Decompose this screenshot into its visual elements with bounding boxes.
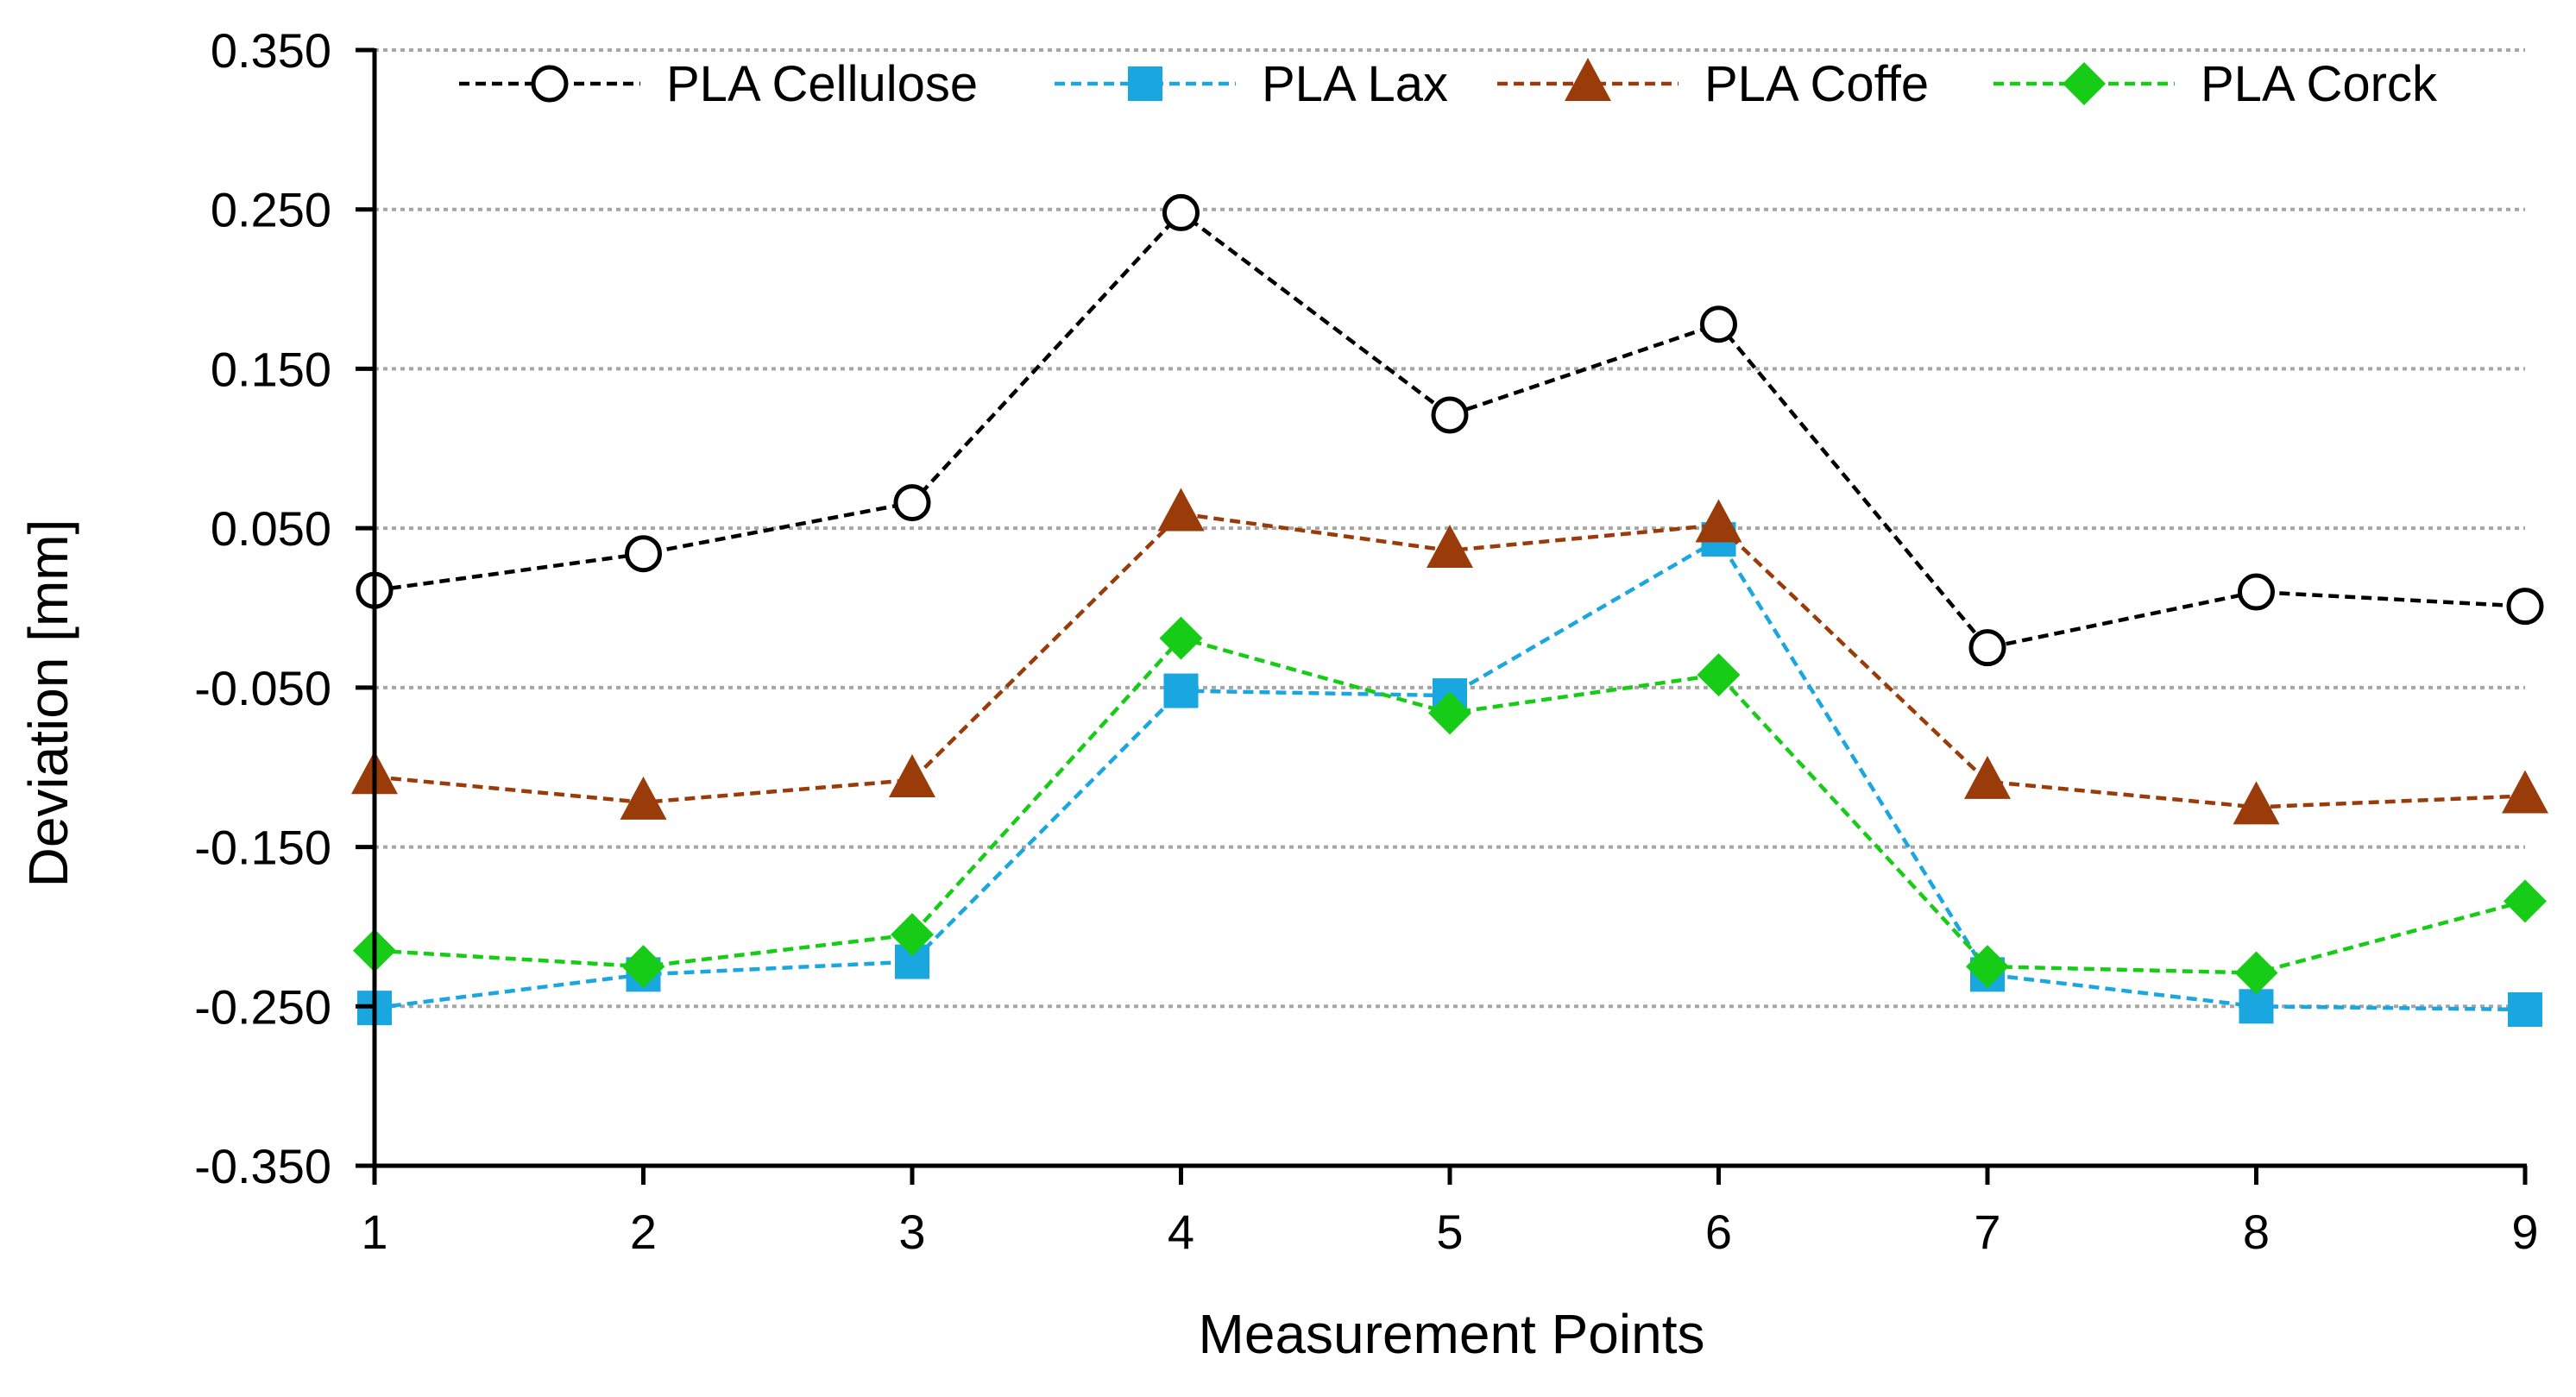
y-tick-label-7: 0.350	[211, 23, 331, 78]
y-tick-label-6: 0.250	[211, 183, 331, 237]
series-0-point-8	[2506, 588, 2544, 626]
series-3-point-5	[1697, 653, 1741, 697]
series-0-point-1	[625, 535, 662, 573]
x-tick-label-7: 8	[2243, 1205, 2270, 1259]
series-2	[351, 488, 2548, 825]
series-2-point-8	[2502, 770, 2548, 814]
series-layer	[351, 193, 2548, 1027]
series-line-0	[374, 210, 2526, 651]
legend-marker-0	[531, 65, 569, 103]
series-2-point-5	[1695, 499, 1742, 543]
x-tick-label-1: 2	[630, 1205, 657, 1259]
axes: -0.350 -0.250 -0.150 -0.050 0.050 0.150 0.250 0…	[194, 23, 2538, 1259]
series-1-point-3	[1163, 673, 1199, 708]
x-tick-label-3: 4	[1168, 1205, 1194, 1259]
legend-marker-3	[2063, 62, 2106, 105]
series-3	[353, 616, 2547, 995]
legend-entry-3: PLA Corck	[1993, 56, 2438, 112]
series-3-point-1	[621, 945, 665, 989]
series-0-point-4	[1431, 396, 1469, 434]
x-tick-label-0: 1	[361, 1205, 387, 1259]
series-0-point-6	[1968, 629, 2006, 667]
legend-entry-2: PLA Coffe	[1497, 56, 1929, 112]
series-3-point-2	[891, 913, 934, 957]
series-3-point-7	[2234, 951, 2278, 995]
y-tick-label-4: 0.050	[211, 501, 331, 556]
series-0-point-2	[893, 484, 931, 522]
x-tick-label-8: 9	[2511, 1205, 2538, 1259]
series-2-point-4	[1427, 525, 1473, 569]
series-2-point-7	[2233, 781, 2280, 825]
series-2-point-2	[889, 753, 935, 797]
series-0-point-5	[1700, 305, 1737, 343]
legend-marker-2	[1565, 58, 1611, 101]
series-1	[357, 522, 2542, 1027]
series-0-point-7	[2238, 573, 2275, 611]
series-3-point-4	[1428, 691, 1471, 735]
y-tick-label-3: -0.050	[194, 661, 331, 715]
series-2-point-3	[1157, 488, 1205, 532]
series-3-point-8	[2504, 879, 2547, 923]
series-1-point-8	[2508, 991, 2542, 1027]
series-3-point-6	[1966, 945, 2009, 989]
y-tick-label-5: 0.150	[211, 342, 331, 396]
legend-label-1: PLA Lax	[1262, 56, 1448, 112]
x-tick-label-4: 5	[1436, 1205, 1463, 1259]
legend-label-0: PLA Cellulose	[666, 56, 978, 112]
series-3-point-3	[1159, 616, 1203, 660]
series-0-point-3	[1162, 193, 1200, 231]
legend-entry-0: PLA Cellulose	[459, 56, 978, 112]
series-1-point-7	[2239, 989, 2274, 1024]
series-2-point-6	[1964, 755, 2011, 799]
series-2-point-1	[620, 776, 667, 820]
x-tick-label-6: 7	[1974, 1205, 2000, 1259]
legend-marker-1	[1128, 66, 1162, 101]
legend: PLA Cellulose PLA Lax PLA Coffe PLA Corck	[459, 56, 2438, 112]
y-tick-label-1: -0.250	[194, 979, 331, 1034]
x-tick-label-5: 6	[1705, 1205, 1732, 1259]
x-tick-label-2: 3	[898, 1205, 925, 1259]
x-axis-title: Measurement Points	[1199, 1303, 1705, 1365]
y-axis-title: Deviation [mm]	[17, 519, 79, 888]
legend-label-3: PLA Corck	[2201, 56, 2438, 112]
y-tick-label-2: -0.150	[194, 821, 331, 875]
y-tick-label-0: -0.350	[194, 1139, 331, 1193]
series-0	[356, 193, 2544, 667]
legend-entry-1: PLA Lax	[1055, 56, 1448, 112]
legend-label-2: PLA Coffe	[1704, 56, 1929, 112]
series-line-1	[374, 537, 2526, 1012]
